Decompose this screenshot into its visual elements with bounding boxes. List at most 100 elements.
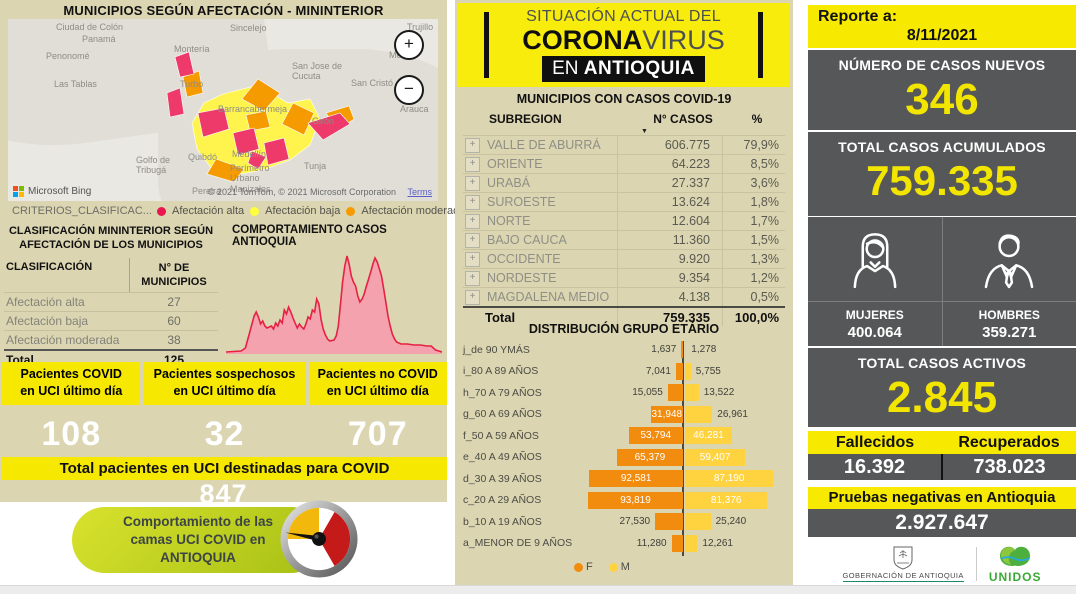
legend-dot-icon [250,206,260,216]
age-group-label: j_de 90 YMÁS [463,343,530,356]
bar-male[interactable] [685,534,698,552]
report-label: Reporte a: [818,8,898,25]
subregion-cases: 4.138 [617,288,722,306]
expand-icon[interactable]: + [465,270,480,286]
microsoft-logo-icon [13,186,24,197]
bar-male[interactable] [685,384,699,401]
legend-title: CRITERIOS_CLASIFICAC... [12,205,152,217]
age-group-label: f_50 A 59 AÑOS [463,429,539,442]
bar-male[interactable]: 81,376 [685,491,768,509]
subregion-cases: 13.624 [617,193,722,211]
expand-icon[interactable]: + [465,175,480,191]
bar-male[interactable] [685,362,691,380]
bar-female[interactable]: 31,948 [650,405,683,423]
map-city-label: San Cristó [351,78,394,88]
col-percent[interactable]: % [751,112,763,126]
gender-divider [942,301,1076,302]
total-percent: 100,0% [722,308,785,326]
terms-link[interactable]: Terms [407,187,433,197]
footer-logos: GOBERNACIÓN DE ANTIOQUIA UNIDOS [808,543,1076,585]
left-panel: MUNICIPIOS SEGÚN AFECTACIÓN - MININTERIO… [0,0,465,594]
bing-label: Microsoft Bing [28,186,92,197]
bar-male[interactable]: 46,281 [685,427,732,444]
bar-male[interactable]: 87,190 [685,470,774,487]
woman-icon [853,233,897,289]
map-attribution: © 2021 TomTom, © 2021 Microsoft Corporat… [207,187,396,197]
expand-icon[interactable]: + [465,137,480,153]
negative-tests-header: Pruebas negativas en Antioquia [808,487,1076,509]
bar-value-label: 93,819 [620,494,651,506]
pyramid-row: c_20 A 29 AÑOS 93,819 81,376 [463,490,789,512]
bar-value-label: 87,190 [713,473,745,484]
bar-value-label: 11,280 [636,537,667,549]
subregion-row[interactable]: + VALLE DE ABURRÁ 606.775 79,9% [463,135,785,154]
bar-male[interactable] [685,405,713,423]
map-city-label: San Jose de Cucuta [292,61,343,82]
col-cases[interactable]: N° CASOS ▼ [637,109,729,135]
affectation-map[interactable]: Ciudad de Colón Panamá Penonomé Las Tablas S… [8,19,438,201]
expand-icon[interactable]: + [465,289,480,305]
subtitle-prefix: EN [552,58,579,80]
map-city-label: Arauca [400,104,429,114]
col-num-municipios: N° DE MUNICIPIOS [129,257,218,293]
classification-row: Afectación moderada 38 [4,330,218,349]
subregion-cases: 12.604 [617,212,722,230]
expand-icon[interactable]: + [465,156,480,172]
subregion-row[interactable]: + SUROESTE 13.624 1,8% [463,192,785,211]
subregion-name: URABÁ [487,176,531,190]
uci-stat-card: Pacientes sospechosos en UCI último día 3… [143,362,306,460]
uci-stats-row: Pacientes COVID en UCI último día 108 Paci… [2,362,447,460]
expand-icon[interactable]: + [465,232,480,248]
expand-icon[interactable]: + [465,194,480,210]
subregion-table: SUBREGION N° CASOS ▼ % + VALLE DE ABURRÁ 6… [463,109,785,326]
bar-female[interactable] [667,384,683,401]
bar-female[interactable] [671,534,683,552]
negative-tests-value: 2.927.647 [808,509,1076,537]
bar-female[interactable] [655,513,683,530]
bar-female[interactable]: 53,794 [628,427,683,444]
subregion-percent: 1,7% [722,212,785,230]
expand-icon[interactable]: + [465,213,480,229]
classification-row: Afectación baja 60 [4,311,218,330]
map-zoom-in-button[interactable]: + [394,30,424,60]
subregion-row[interactable]: + MAGDALENA MEDIO 4.138 0,5% [463,287,785,306]
subregion-cases: 9.354 [617,269,722,287]
subregion-row[interactable]: + ORIENTE 64.223 8,5% [463,154,785,173]
bar-female[interactable]: 93,819 [588,491,683,509]
cases-trend-panel: COMPORTAMIENTO CASOS ANTIOQUIA [225,224,444,363]
bar-female[interactable]: 92,581 [589,470,683,487]
recovered-value: 738.023 [973,456,1046,478]
map-city-label: Ciudad de Colón [56,22,124,32]
age-group-label: h_70 A 79 AÑOS [463,386,542,399]
uci-beds-button[interactable]: Comportamiento de las camas UCI COVID en… [72,507,324,573]
deceased-recovered-values: 16.392 738.023 [808,454,1076,480]
bar-female[interactable] [681,341,683,358]
report-date: 8/11/2021 [906,27,978,44]
bar-value-label: 5,755 [695,365,721,377]
subregion-row[interactable]: + BAJO CAUCA 11.360 1,5% [463,230,785,249]
subregion-row[interactable]: + OCCIDENTE 9.920 1,3% [463,249,785,268]
col-subregion[interactable]: SUBREGION [489,112,562,126]
legend-item-label: Afectación alta [171,205,245,217]
map-city-label: Las Tablas [54,79,97,89]
age-group-label: b_10 A 19 AÑOS [463,515,542,528]
subregion-row[interactable]: + NORTE 12.604 1,7% [463,211,785,230]
bar-female[interactable] [675,362,683,380]
value-divider [941,454,943,480]
pyramid-row: b_10 A 19 AÑOS 27,530 25,240 [463,511,789,533]
new-cases-label: NÚMERO DE CASOS NUEVOS [838,57,1046,73]
classification-table: CLASIFICACIÓN MININTERIOR SEGÚN AFECTACI… [4,224,218,369]
bar-female[interactable]: 65,379 [616,448,683,466]
bar-male[interactable] [685,513,711,530]
expand-icon[interactable]: + [465,251,480,267]
age-group-label: c_20 A 29 AÑOS [463,494,542,507]
subregion-row[interactable]: + URABÁ 27.337 3,6% [463,173,785,192]
col-clasificacion: CLASIFICACIÓN [6,260,93,273]
subregion-percent: 1,2% [722,269,785,287]
bar-male[interactable]: 59,407 [685,448,746,466]
bar-value-label: 13,522 [703,387,735,398]
bar-male[interactable] [685,341,687,358]
map-zoom-out-button[interactable]: − [394,75,424,105]
subregion-row[interactable]: + NORDESTE 9.354 1,2% [463,268,785,287]
subregion-table-header: SUBREGION N° CASOS ▼ % [463,109,785,135]
